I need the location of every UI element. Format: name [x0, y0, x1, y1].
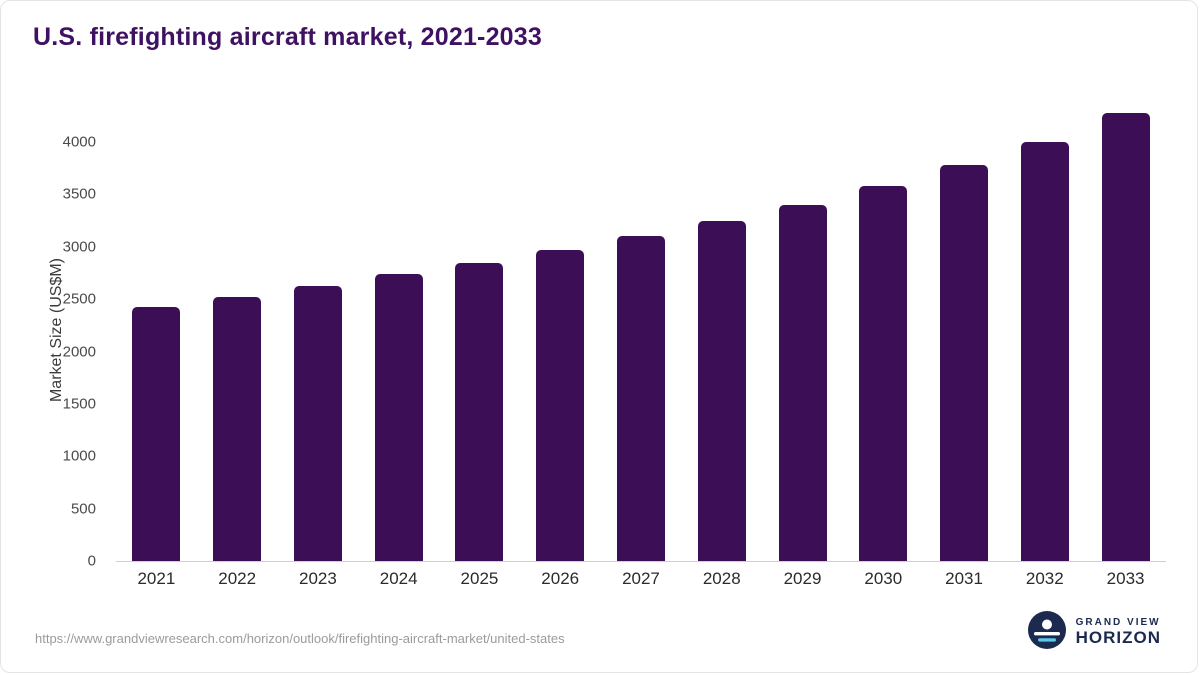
y-tick-label: 2000 — [62, 343, 96, 361]
bar-2025 — [455, 263, 504, 561]
bar-slot — [1085, 96, 1166, 561]
brand-logo-text: GRAND VIEW HORIZON — [1076, 617, 1161, 648]
x-tick-label: 2026 — [541, 569, 580, 588]
bar-series — [116, 96, 1166, 561]
x-axis: 2021 2022 2023 2024 2025 2026 2027 2028 2029 2030… — [116, 569, 1166, 589]
y-tick-label: 3000 — [62, 238, 96, 256]
y-tick-label: 2500 — [62, 290, 96, 308]
x-tick-label: 2023 — [299, 569, 337, 588]
brand-logo: GRAND VIEW HORIZON — [1027, 611, 1161, 654]
x-tick-label: 2029 — [783, 569, 822, 588]
bar-2024 — [374, 274, 423, 561]
bar-2030 — [859, 186, 908, 561]
y-axis: 0 500 1000 1500 2000 2500 3000 3500 4000 — [1, 96, 106, 570]
bar-slot — [520, 96, 601, 561]
chart-title: U.S. firefighting aircraft market, 2021-… — [33, 23, 542, 51]
bar-2031 — [940, 165, 989, 561]
x-tick-label: 2030 — [864, 569, 903, 588]
x-tick-label: 2028 — [702, 569, 741, 588]
x-tick-label: 2032 — [1025, 569, 1064, 588]
x-tick-label: 2033 — [1106, 569, 1145, 588]
y-tick-label: 500 — [70, 500, 96, 518]
x-tick-label: 2027 — [622, 569, 660, 588]
bar-2028 — [697, 221, 746, 561]
bar-slot — [278, 96, 359, 561]
bar-2033 — [1101, 113, 1150, 561]
brand-name-top: GRAND VIEW — [1075, 616, 1161, 628]
x-tick-label: 2022 — [218, 569, 257, 588]
y-tick-label: 0 — [87, 552, 96, 570]
bar-2029 — [778, 205, 827, 561]
x-tick-label: 2021 — [137, 569, 176, 588]
bar-slot — [601, 96, 682, 561]
y-tick-label: 4000 — [62, 133, 96, 151]
bar-2021 — [132, 307, 181, 561]
bar-slot — [924, 96, 1005, 561]
x-tick-label: 2031 — [945, 569, 983, 588]
x-tick-label: 2025 — [460, 569, 499, 588]
x-tick-label: 2024 — [379, 569, 418, 588]
bar-2026 — [536, 250, 585, 561]
bar-2022 — [213, 297, 262, 561]
bar-slot — [439, 96, 520, 561]
bar-2023 — [293, 286, 342, 561]
y-tick-label: 1000 — [62, 447, 96, 465]
plot-area — [116, 96, 1166, 562]
bar-slot — [197, 96, 278, 561]
bar-slot — [681, 96, 762, 561]
bar-slot — [358, 96, 439, 561]
y-tick-label: 1500 — [62, 395, 96, 413]
horizon-sun-logo-icon — [1027, 611, 1066, 654]
brand-name-bottom: HORIZON — [1075, 628, 1161, 648]
bar-2032 — [1020, 142, 1069, 561]
bar-slot — [762, 96, 843, 561]
bar-2027 — [616, 236, 665, 561]
bar-slot — [1004, 96, 1085, 561]
y-tick-label: 3500 — [62, 185, 96, 203]
bar-slot — [843, 96, 924, 561]
source-url: https://www.grandviewresearch.com/horizo… — [35, 631, 565, 646]
bar-slot — [116, 96, 197, 561]
